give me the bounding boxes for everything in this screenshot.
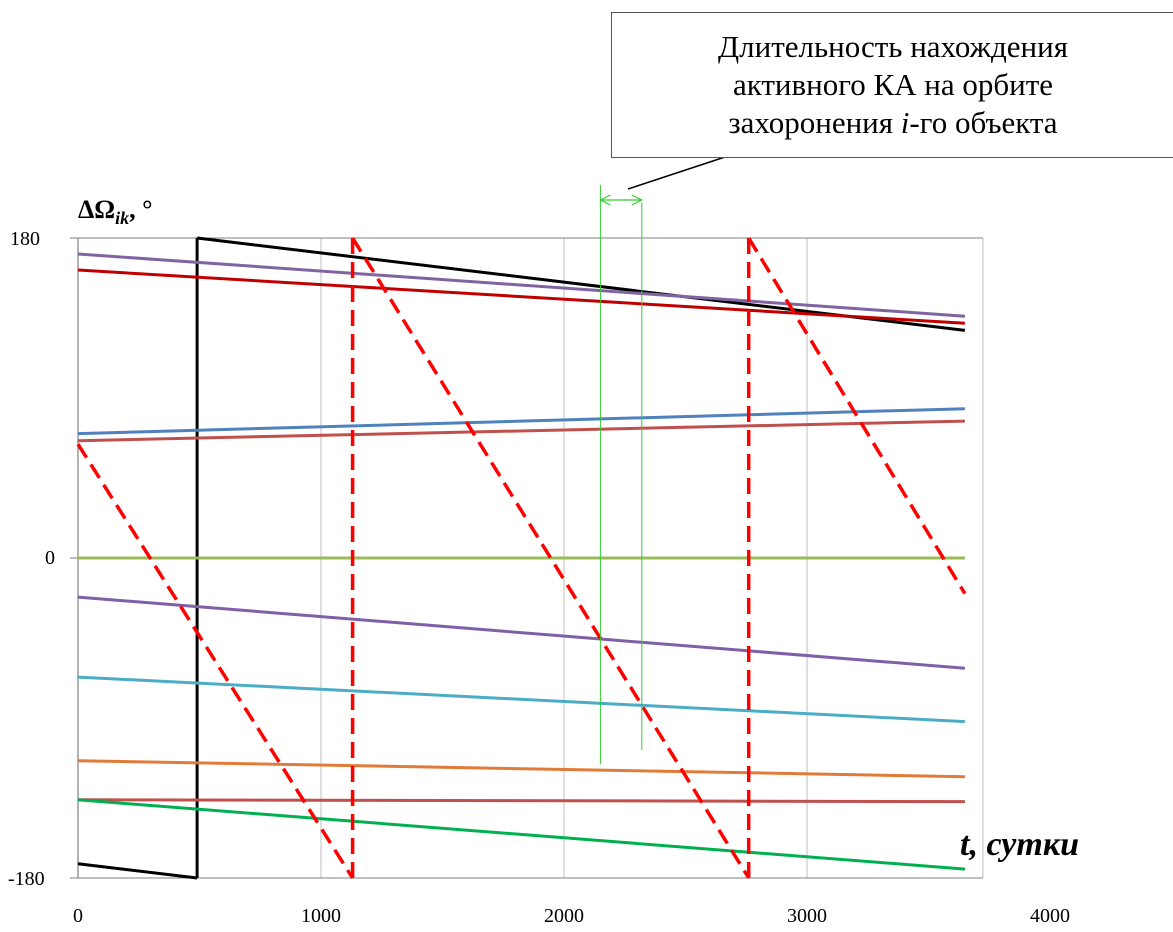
series-12-segment-1 bbox=[76, 443, 355, 879]
y-axis-label-sub: ik bbox=[115, 208, 129, 228]
annotation-line-3: захоронения i-го объекта bbox=[728, 104, 1057, 142]
series-9-segment-1 bbox=[77, 759, 965, 779]
y-axis-label: ΔΩik, ° bbox=[78, 195, 153, 228]
series-1-segment-1 bbox=[77, 862, 198, 880]
series-12-segment-3 bbox=[351, 237, 751, 879]
annotation-line-3-italic: i bbox=[900, 105, 910, 140]
series-11-segment-1 bbox=[77, 798, 966, 871]
annotation-line-1: Длительность нахождения bbox=[718, 29, 1068, 64]
annotation-line-3-suffix: -го объекта bbox=[909, 105, 1058, 140]
y-tick-label-180: 180 bbox=[10, 228, 40, 250]
series-8-segment-1 bbox=[77, 675, 965, 724]
interval-arrow-head-left bbox=[599, 194, 611, 206]
x-tick-label-3000: 3000 bbox=[787, 905, 827, 927]
x-axis-label: t, сутки bbox=[960, 826, 1079, 863]
annotation-line-3-prefix: захоронения bbox=[728, 105, 901, 140]
annotation-line-2: активного КА на орбите bbox=[732, 67, 1054, 102]
series-layer bbox=[76, 184, 967, 880]
x-tick-label-0: 0 bbox=[73, 905, 83, 927]
series-12-segment-5 bbox=[747, 237, 967, 595]
annotation-callout-box: Длительность нахождения активного КА на … bbox=[611, 12, 1173, 158]
series-2-segment-1 bbox=[77, 252, 966, 318]
y-axis-label-suffix: , ° bbox=[129, 195, 152, 224]
x-tick-label-2000: 2000 bbox=[544, 905, 584, 927]
series-10-segment-1 bbox=[77, 798, 965, 804]
callout-pointer-line bbox=[627, 156, 726, 190]
x-tick-labels: 0 1000 2000 3000 4000 bbox=[73, 905, 1070, 927]
series-5-segment-1 bbox=[77, 419, 965, 443]
series-4-segment-1 bbox=[77, 407, 965, 436]
interval-arrow-head-right bbox=[631, 194, 644, 206]
y-tick-label-minus-180: -180 bbox=[8, 868, 45, 890]
series-3-segment-1 bbox=[77, 268, 965, 325]
y-tick-label-0: 0 bbox=[45, 547, 55, 569]
x-tick-label-4000: 4000 bbox=[1030, 905, 1070, 927]
annotation-layer bbox=[599, 156, 726, 206]
y-tick-labels: 180 0 -180 bbox=[8, 228, 55, 890]
y-axis-label-main: ΔΩ bbox=[78, 195, 115, 224]
x-tick-label-1000: 1000 bbox=[301, 905, 341, 927]
series-7-segment-1 bbox=[77, 595, 966, 670]
